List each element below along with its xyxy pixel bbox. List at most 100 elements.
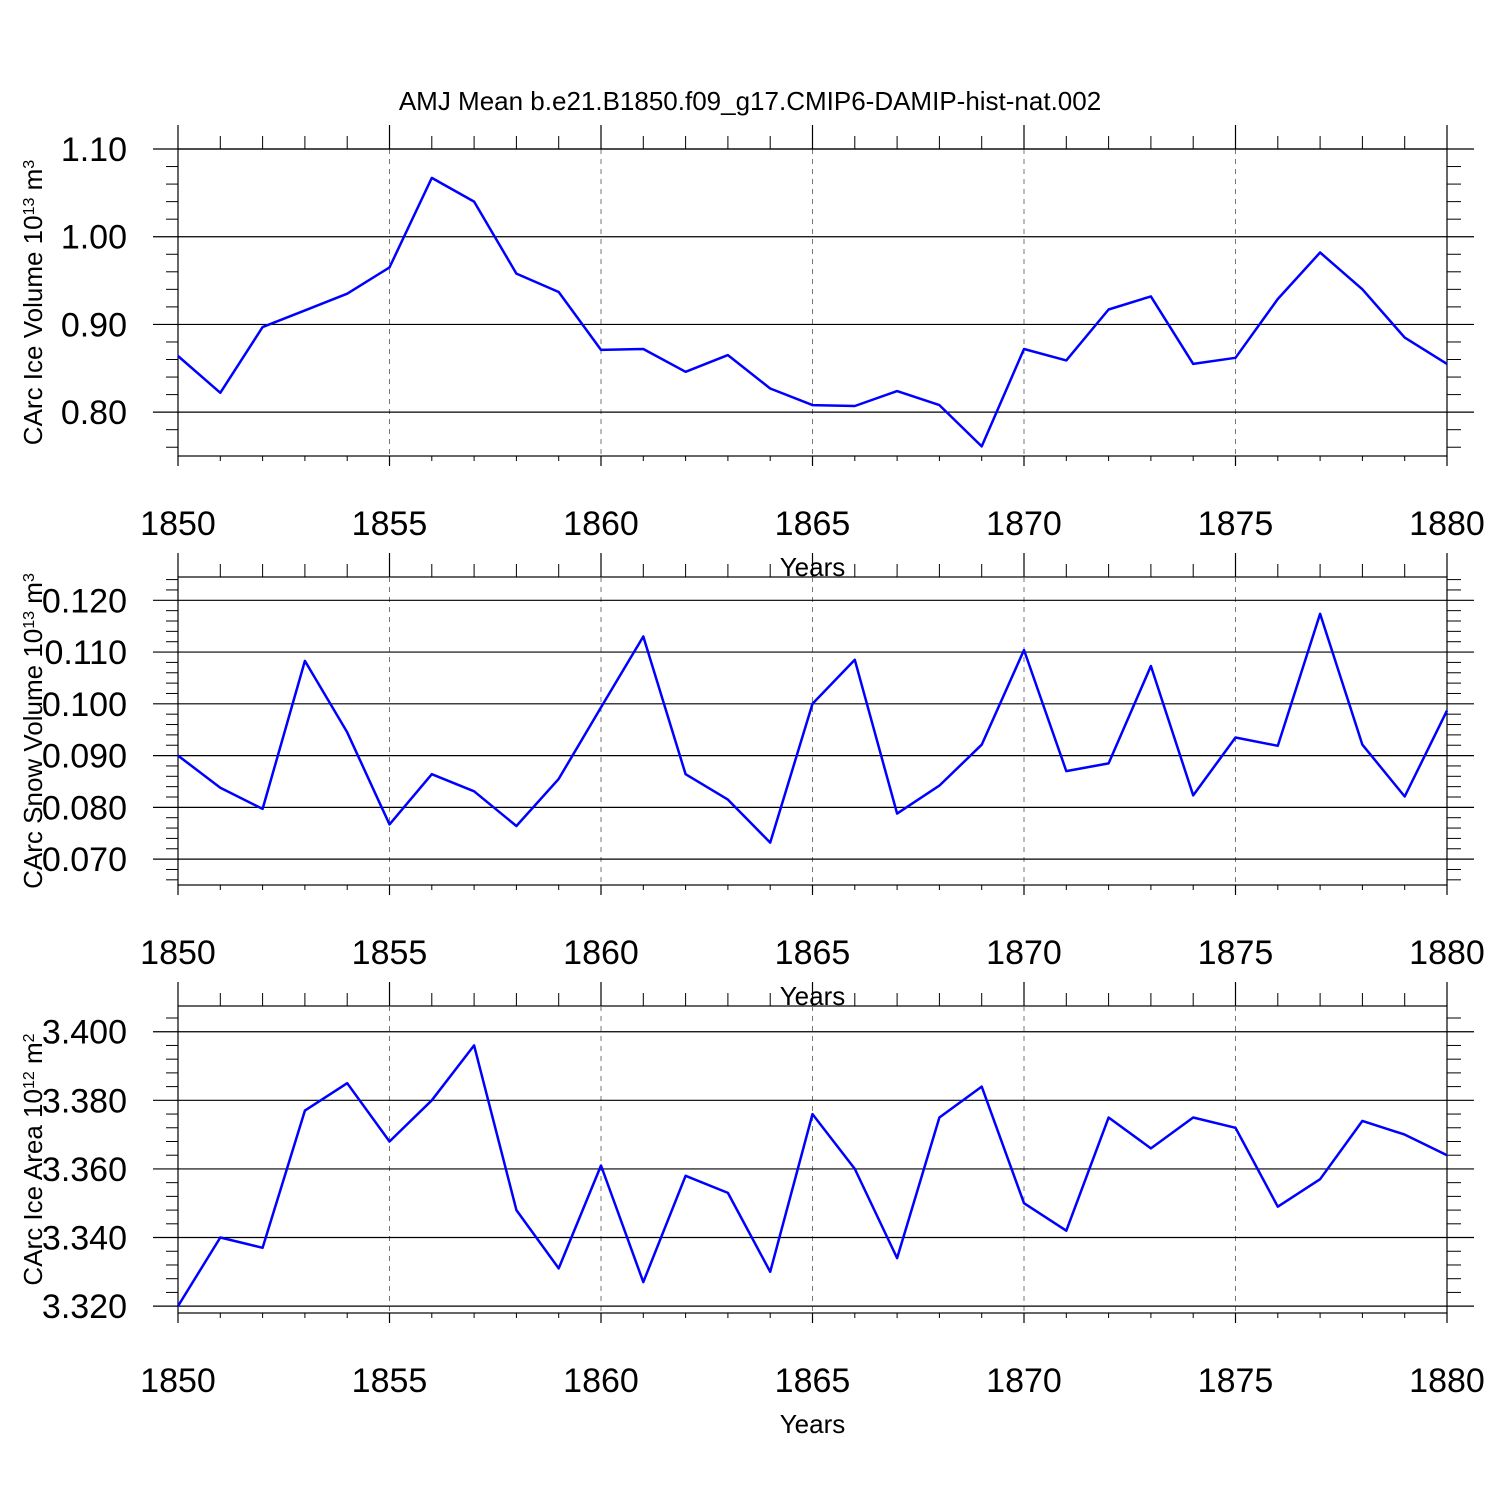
data-point — [1361, 744, 1363, 746]
data-point — [642, 636, 644, 638]
y-tick-label: 3.380 — [42, 1082, 127, 1120]
data-point — [1361, 288, 1363, 290]
y-tick-label: 0.090 — [42, 738, 127, 776]
data-point — [431, 773, 433, 775]
y-tick-label: 3.360 — [42, 1151, 127, 1189]
data-point — [1404, 337, 1406, 339]
data-point — [1150, 665, 1152, 667]
y-axis-title-part: m — [18, 169, 48, 198]
x-tick-label: 1865 — [775, 505, 851, 543]
data-point — [1446, 710, 1448, 712]
data-point — [812, 703, 813, 705]
data-point — [1150, 1147, 1152, 1149]
x-tick-label: 1855 — [352, 1362, 428, 1400]
data-point — [769, 1271, 771, 1273]
data-point — [389, 823, 390, 825]
data-point — [854, 659, 856, 661]
data-point — [1108, 309, 1110, 311]
data-point — [389, 266, 390, 268]
x-tick-label: 1865 — [775, 934, 851, 972]
y-tick-label: 0.120 — [42, 582, 127, 620]
x-tick-label: 1855 — [352, 934, 428, 972]
y-tick-label: 3.340 — [42, 1220, 127, 1258]
y-axis-title-superscript: 13 — [21, 611, 38, 629]
data-point — [304, 660, 306, 662]
data-point — [1065, 1230, 1067, 1232]
x-tick-label: 1850 — [140, 934, 216, 972]
data-point — [473, 201, 475, 203]
data-point — [981, 445, 983, 447]
data-point — [1235, 736, 1236, 738]
x-tick-label: 1880 — [1409, 505, 1485, 543]
data-point — [346, 1082, 348, 1084]
y-axis-title-part: CArc Ice Volume 10 — [18, 215, 48, 445]
data-point — [1192, 1116, 1194, 1118]
data-point — [938, 404, 940, 406]
data-point — [981, 744, 983, 746]
x-tick-label: 1855 — [352, 505, 428, 543]
data-point — [1150, 295, 1152, 297]
data-point — [431, 177, 433, 179]
data-point — [727, 354, 729, 356]
data-point — [515, 825, 517, 827]
data-point — [515, 273, 517, 275]
x-tick-label: 1865 — [775, 1362, 851, 1400]
data-point — [896, 390, 898, 392]
x-tick-label: 1860 — [563, 934, 639, 972]
x-tick-label: 1870 — [986, 934, 1062, 972]
data-point — [177, 755, 179, 757]
y-tick-label: 0.110 — [44, 634, 127, 672]
data-point — [219, 392, 221, 394]
y-axis-title: CArc Ice Area 1012 m2 — [18, 1033, 48, 1285]
data-point — [769, 842, 771, 844]
y-axis-title-part: m — [18, 582, 48, 611]
y-tick-label: 0.080 — [42, 789, 127, 827]
data-point — [1319, 613, 1321, 615]
data-point — [262, 1247, 264, 1249]
x-tick-label: 1850 — [140, 1362, 216, 1400]
data-point — [1277, 298, 1279, 300]
data-point — [346, 293, 348, 295]
data-point — [1404, 795, 1406, 797]
y-tick-label: 0.90 — [61, 306, 127, 344]
y-axis-title: CArc Ice Volume 1013 m3 — [18, 160, 48, 445]
data-point — [1192, 363, 1194, 365]
data-point — [812, 1113, 813, 1115]
y-axis-title-part: CArc Ice Area 10 — [18, 1089, 48, 1286]
data-point — [727, 1192, 729, 1194]
data-point — [1108, 1116, 1110, 1118]
data-point — [1277, 1206, 1279, 1208]
data-point — [600, 706, 602, 708]
x-tick-label: 1880 — [1409, 1362, 1485, 1400]
data-point — [1319, 252, 1321, 254]
data-point — [981, 1086, 983, 1088]
y-tick-label: 0.80 — [61, 394, 127, 432]
data-point — [938, 785, 940, 787]
data-point — [1065, 359, 1067, 361]
data-point — [1235, 1127, 1236, 1129]
data-point — [262, 326, 264, 328]
data-point — [1023, 1202, 1025, 1204]
x-tick-label: 1875 — [1198, 934, 1274, 972]
y-axis-title-part: CArc Snow Volume 10 — [18, 629, 48, 889]
data-point — [1404, 1134, 1406, 1136]
y-tick-label: 0.100 — [42, 686, 127, 724]
data-point — [642, 348, 644, 350]
data-point — [812, 404, 813, 406]
x-tick-label: 1880 — [1409, 934, 1485, 972]
data-point — [304, 309, 306, 311]
x-tick-label: 1870 — [986, 1362, 1062, 1400]
y-tick-label: 1.10 — [61, 131, 127, 169]
y-axis-title-superscript: 3 — [21, 160, 38, 169]
x-tick-label: 1850 — [140, 505, 216, 543]
y-axis-title-superscript: 12 — [21, 1071, 38, 1089]
data-point — [1023, 348, 1025, 350]
data-point — [727, 799, 729, 801]
panels: 1850 1855 1860 1865 1870 1875 1880 0.80 0.90 1.00… — [18, 125, 1485, 1439]
data-point — [685, 371, 687, 373]
data-point — [769, 387, 771, 389]
data-point — [1319, 1178, 1321, 1180]
data-point — [896, 813, 898, 815]
x-tick-label: 1870 — [986, 505, 1062, 543]
